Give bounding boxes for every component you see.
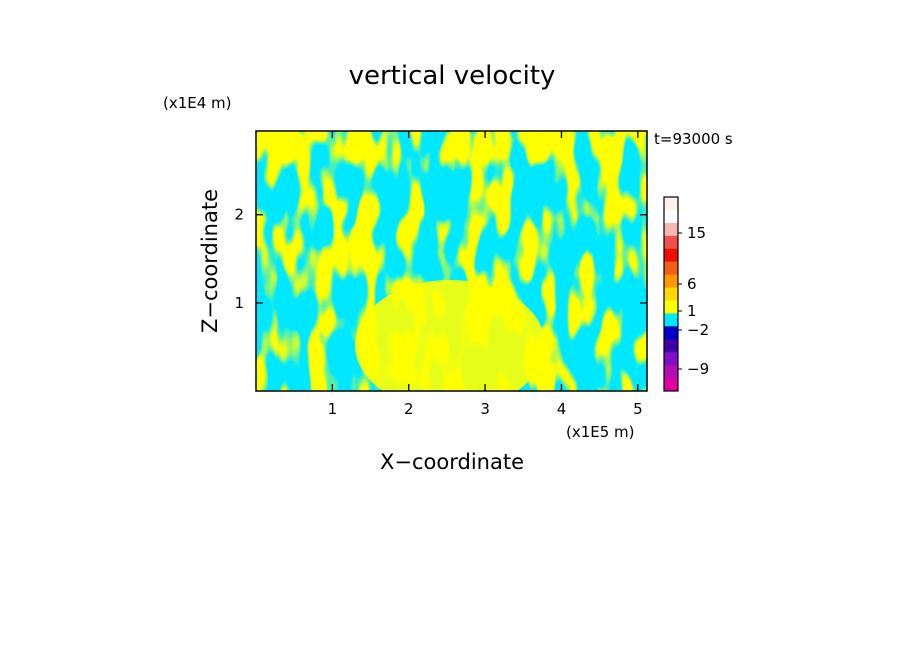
y-axis-label: Z−coordinate bbox=[198, 189, 222, 333]
x-axis-ticks: 1 2 3 4 5 bbox=[328, 131, 643, 418]
colorbar-level bbox=[664, 197, 678, 211]
x-tick-label: 2 bbox=[404, 400, 414, 418]
colorbar: 15 6 1−2 −9 bbox=[663, 196, 709, 392]
colorbar-tick-label: 1 bbox=[687, 302, 697, 320]
colorbar-tick-label: 15 bbox=[687, 224, 706, 242]
colorbar-level bbox=[664, 300, 678, 314]
x-tick-label: 4 bbox=[557, 400, 567, 418]
x-tick-label: 3 bbox=[480, 400, 490, 418]
colorbar-tick-label: 6 bbox=[687, 275, 697, 293]
colorbar-level bbox=[664, 313, 678, 327]
colorbar-level bbox=[664, 209, 678, 224]
field-lower-core bbox=[355, 280, 545, 391]
colorbar-level bbox=[664, 248, 678, 263]
colorbar-level bbox=[664, 274, 678, 288]
y-tick-label: 2 bbox=[234, 206, 244, 224]
colorbar-level bbox=[664, 365, 678, 379]
colorbar-level bbox=[664, 222, 678, 237]
colorbar-level bbox=[664, 339, 678, 353]
colorbar-level bbox=[664, 326, 678, 340]
plot-frame bbox=[255, 130, 648, 392]
x-tick-label: 5 bbox=[633, 400, 643, 418]
y-tick-label: 1 bbox=[234, 294, 244, 312]
x-scale-label: (x1E5 m) bbox=[566, 423, 635, 441]
colorbar-level bbox=[664, 235, 678, 250]
colorbar-level bbox=[664, 287, 678, 301]
x-tick-label: 1 bbox=[328, 400, 338, 418]
time-label: t=93000 s bbox=[654, 130, 733, 148]
chart-title: vertical velocity bbox=[349, 61, 556, 91]
colorbar-frame bbox=[663, 196, 679, 392]
colorbar-level bbox=[664, 378, 678, 392]
colorbar-tick-label: −9 bbox=[687, 360, 709, 378]
y-scale-label: (x1E4 m) bbox=[163, 94, 232, 112]
plot-area bbox=[256, 131, 647, 391]
y-axis-ticks: 12 bbox=[234, 206, 647, 312]
x-axis-label: X−coordinate bbox=[380, 450, 524, 474]
colorbar-tick-label: −2 bbox=[687, 321, 709, 339]
colorbar-level bbox=[664, 352, 678, 366]
colorbar-level bbox=[664, 261, 678, 275]
